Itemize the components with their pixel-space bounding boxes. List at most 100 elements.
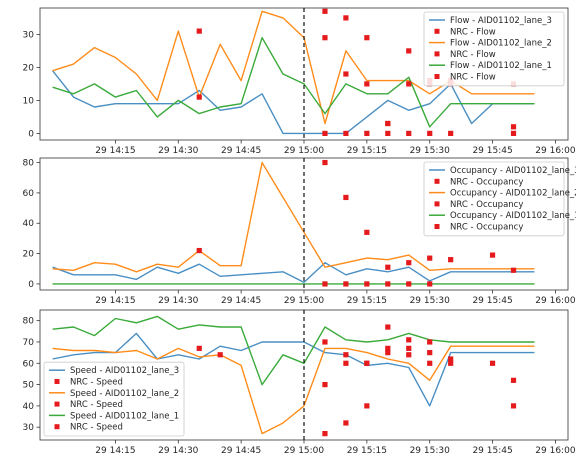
- x-tick-label: 29 15:15: [347, 446, 387, 456]
- legend-marker-swatch: [434, 224, 440, 229]
- legend-marker-swatch: [434, 74, 440, 79]
- legend-label: Flow - AID01102_lane_1: [450, 61, 552, 71]
- legend-marker-swatch: [434, 51, 440, 57]
- legend-label: Flow - AID01102_lane_2: [450, 39, 552, 49]
- nrc-marker: [448, 130, 454, 136]
- nrc-marker: [322, 431, 328, 437]
- nrc-marker: [385, 324, 391, 330]
- nrc-marker: [196, 247, 202, 254]
- series-line-lane-3: [52, 332, 535, 407]
- x-tick-label: 29 14:30: [158, 296, 199, 306]
- legend-label: NRC - Flow: [450, 73, 496, 83]
- legend-label: NRC - Speed: [70, 423, 123, 433]
- nrc-marker: [427, 339, 433, 345]
- nrc-marker: [322, 339, 328, 345]
- y-tick-label: 80: [23, 159, 35, 169]
- nrc-marker: [322, 35, 328, 41]
- nrc-marker: [196, 345, 202, 351]
- nrc-marker: [385, 264, 391, 270]
- y-tick-label: 60: [23, 359, 35, 369]
- legend-label: Speed - AID01102_lane_2: [70, 389, 179, 399]
- x-tick-label: 29 15:45: [472, 296, 512, 306]
- nrc-marker: [322, 159, 328, 166]
- nrc-marker: [406, 81, 412, 87]
- x-tick-label: 29 15:15: [347, 146, 387, 156]
- nrc-marker: [343, 360, 349, 366]
- x-tick-label: 29 15:30: [410, 446, 451, 456]
- nrc-marker: [510, 130, 517, 136]
- nrc-marker: [385, 120, 391, 127]
- legend-marker-swatch: [54, 401, 60, 407]
- nrc-marker: [322, 381, 328, 388]
- nrc-marker: [343, 15, 349, 21]
- y-tick-label: 20: [23, 250, 35, 260]
- panel-2: 29 14:15 29 14:30 29 14:45 29 15:00 29 15:15…: [23, 157, 576, 306]
- legend-label: Occupancy - AID01102_lane_2: [450, 189, 576, 199]
- series-line-lane-2: [52, 345, 535, 435]
- nrc-marker: [406, 345, 412, 351]
- nrc-marker: [217, 352, 223, 358]
- panel-3: 29 14:15 29 14:30 29 14:45 29 15:00 29 15:15…: [23, 309, 576, 456]
- nrc-marker: [406, 260, 412, 266]
- nrc-marker: [364, 229, 370, 235]
- y-tick-label: 30: [23, 423, 35, 433]
- nrc-marker: [364, 403, 370, 409]
- y-tick-label: 40: [23, 402, 35, 412]
- nrc-marker: [427, 130, 433, 136]
- legend-label: Speed - AID01102_lane_3: [70, 366, 179, 376]
- nrc-marker: [427, 255, 433, 261]
- y-tick-label: 50: [23, 381, 35, 391]
- nrc-marker: [364, 81, 370, 87]
- legend-label: NRC - Occupancy: [450, 223, 523, 233]
- x-tick-label: 29 14:45: [221, 296, 261, 306]
- nrc-marker: [385, 130, 391, 136]
- nrc-marker: [510, 377, 517, 383]
- legend-label: NRC - Flow: [450, 27, 496, 37]
- legend-label: Occupancy - AID01102_lane_1: [450, 211, 576, 221]
- y-tick-label: 60: [23, 189, 35, 199]
- x-tick-label: 29 16:00: [535, 146, 576, 156]
- x-tick-label: 29 14:30: [158, 446, 199, 456]
- series-line-lane-3: [52, 262, 535, 284]
- x-tick-label: 29 15:00: [284, 296, 325, 306]
- series-line-lane-1: [52, 315, 535, 386]
- nrc-marker: [322, 281, 328, 287]
- series-line-lane-3: [52, 70, 535, 135]
- y-tick-label: 10: [23, 96, 35, 106]
- nrc-marker: [406, 130, 412, 136]
- nrc-marker: [489, 252, 496, 258]
- nrc-marker: [427, 281, 433, 287]
- legend-marker-swatch: [434, 201, 440, 207]
- x-tick-label: 29 15:00: [284, 446, 325, 456]
- nrc-marker: [343, 194, 349, 201]
- legend-marker-swatch: [434, 178, 440, 184]
- x-tick-label: 29 16:00: [535, 446, 576, 456]
- legend-marker-swatch: [54, 424, 60, 430]
- series-line-lane-2: [52, 161, 535, 273]
- nrc-marker: [385, 281, 391, 287]
- nrc-marker: [448, 356, 454, 362]
- legend-label: Flow - AID01102_lane_3: [450, 16, 552, 26]
- x-tick-label: 29 15:15: [347, 296, 387, 306]
- nrc-marker: [343, 420, 349, 426]
- nrc-marker: [196, 28, 202, 34]
- nrc-marker: [406, 281, 412, 287]
- nrc-marker: [406, 352, 412, 358]
- nrc-marker: [364, 360, 370, 366]
- plot-area: [52, 315, 535, 437]
- legend-label: Speed - AID01102_lane_1: [70, 411, 179, 421]
- x-tick-label: 29 14:30: [158, 146, 199, 156]
- legend-label: NRC - Speed: [70, 378, 123, 388]
- nrc-marker: [343, 352, 349, 358]
- legend-marker-swatch: [434, 28, 440, 34]
- nrc-marker: [448, 360, 454, 366]
- nrc-marker: [364, 130, 370, 136]
- nrc-marker: [364, 281, 370, 287]
- y-tick-label: 20: [23, 63, 35, 73]
- nrc-marker: [489, 360, 496, 366]
- legend-label: NRC - Occupancy: [450, 177, 523, 187]
- nrc-marker: [510, 124, 517, 130]
- nrc-marker: [343, 281, 349, 287]
